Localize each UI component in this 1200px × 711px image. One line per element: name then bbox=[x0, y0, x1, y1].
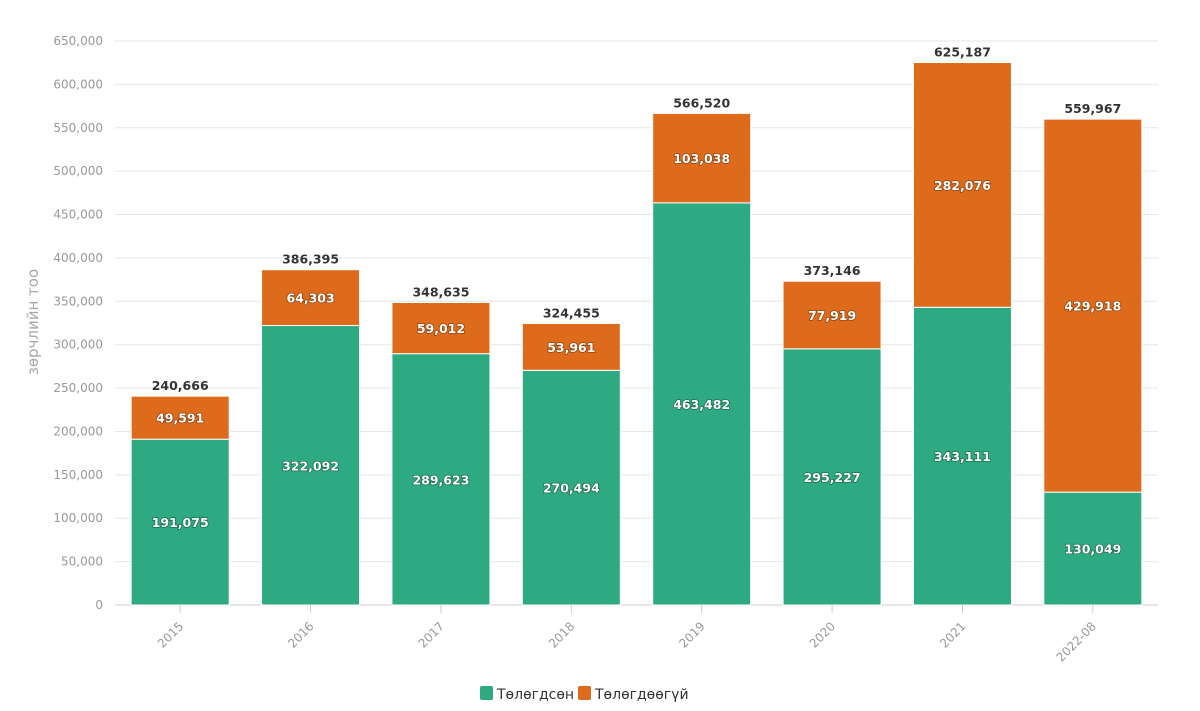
x-tick-label: 2015 bbox=[155, 619, 186, 650]
total-label: 373,146 bbox=[804, 263, 861, 278]
y-axis-title: зөрчлийн тоо bbox=[24, 269, 42, 375]
data-label: 270,494 bbox=[543, 481, 600, 496]
bar-segment[interactable] bbox=[391, 353, 491, 606]
data-label: 49,591 bbox=[156, 411, 204, 426]
y-tick-label: 150,000 bbox=[53, 468, 103, 482]
data-label: 77,919 bbox=[808, 308, 856, 323]
legend-label: Төлөгдөөгүй bbox=[594, 687, 689, 703]
data-label: 343,111 bbox=[934, 449, 991, 464]
data-label: 322,092 bbox=[282, 458, 339, 473]
y-tick-label: 250,000 bbox=[53, 381, 103, 395]
bar-segment[interactable] bbox=[521, 322, 621, 371]
y-tick-label: 350,000 bbox=[53, 294, 103, 308]
bar-segment[interactable] bbox=[130, 395, 230, 440]
x-tick-label: 2019 bbox=[676, 619, 707, 650]
data-label: 53,961 bbox=[547, 340, 595, 355]
legend-swatch bbox=[480, 686, 493, 700]
x-tick-label: 2016 bbox=[285, 619, 316, 650]
data-label: 282,076 bbox=[934, 178, 991, 193]
data-label: 429,918 bbox=[1064, 299, 1121, 314]
total-label: 625,187 bbox=[934, 45, 991, 60]
legend-label: Төлөгдсөн bbox=[496, 687, 574, 703]
y-tick-label: 300,000 bbox=[53, 338, 103, 352]
data-label: 64,303 bbox=[286, 291, 334, 306]
data-label: 463,482 bbox=[673, 397, 730, 412]
data-label: 59,012 bbox=[417, 321, 465, 336]
y-tick-label: 650,000 bbox=[53, 34, 103, 48]
bar-segment[interactable] bbox=[912, 62, 1012, 308]
data-label: 295,227 bbox=[804, 470, 861, 485]
x-tick-label: 2020 bbox=[807, 619, 838, 650]
total-label: 240,666 bbox=[152, 378, 209, 393]
bars: 191,075 49,591 240,666 322,092 64,303 386,395… bbox=[130, 45, 1143, 606]
x-tick-label: 2017 bbox=[416, 619, 447, 650]
bar-segment[interactable] bbox=[1043, 491, 1143, 606]
y-tick-label: 600,000 bbox=[53, 77, 103, 91]
legend-item[interactable]: Төлөгдөөгүй bbox=[578, 686, 689, 703]
total-label: 348,635 bbox=[412, 284, 469, 299]
x-tick-label: 2022-08 bbox=[1054, 619, 1099, 664]
legend[interactable]: Төлөгдсөн Төлөгдөөгүй bbox=[480, 686, 689, 703]
y-tick-label: 450,000 bbox=[53, 208, 103, 222]
data-label: 103,038 bbox=[673, 151, 730, 166]
x-axis-ticks: 2015 2016 2017 2018 2019 2020 2021 2022-08 bbox=[155, 605, 1099, 665]
bar-segment[interactable] bbox=[652, 112, 752, 204]
legend-swatch bbox=[578, 686, 591, 700]
y-tick-label: 50,000 bbox=[61, 555, 103, 569]
bar-segment[interactable] bbox=[782, 280, 882, 350]
data-label: 289,623 bbox=[412, 472, 469, 487]
total-label: 324,455 bbox=[543, 305, 600, 320]
x-tick-label: 2018 bbox=[546, 619, 577, 650]
bar-segment[interactable] bbox=[521, 369, 621, 606]
y-tick-label: 400,000 bbox=[53, 251, 103, 265]
legend-item[interactable]: Төлөгдсөн bbox=[480, 686, 574, 703]
y-tick-label: 500,000 bbox=[53, 164, 103, 178]
bar-segment[interactable] bbox=[782, 348, 882, 606]
total-label: 566,520 bbox=[673, 95, 730, 110]
bar-segment[interactable] bbox=[261, 325, 361, 606]
y-tick-label: 200,000 bbox=[53, 424, 103, 438]
bar-segment[interactable] bbox=[1043, 118, 1143, 493]
total-label: 559,967 bbox=[1064, 101, 1121, 116]
x-tick-label: 2021 bbox=[937, 619, 968, 650]
y-axis-ticks: 0 50,000 100,000 150,000 200,000 250,000 300,0… bbox=[53, 34, 103, 612]
y-tick-label: 0 bbox=[95, 598, 103, 612]
bar-segment[interactable] bbox=[391, 301, 491, 355]
bar-segment[interactable] bbox=[261, 269, 361, 327]
y-tick-label: 550,000 bbox=[53, 121, 103, 135]
data-label: 130,049 bbox=[1064, 542, 1121, 557]
y-tick-label: 100,000 bbox=[53, 511, 103, 525]
data-label: 191,075 bbox=[152, 515, 209, 530]
bar-segment[interactable] bbox=[652, 202, 752, 606]
total-label: 386,395 bbox=[282, 252, 339, 267]
bar-segment[interactable] bbox=[130, 438, 230, 606]
